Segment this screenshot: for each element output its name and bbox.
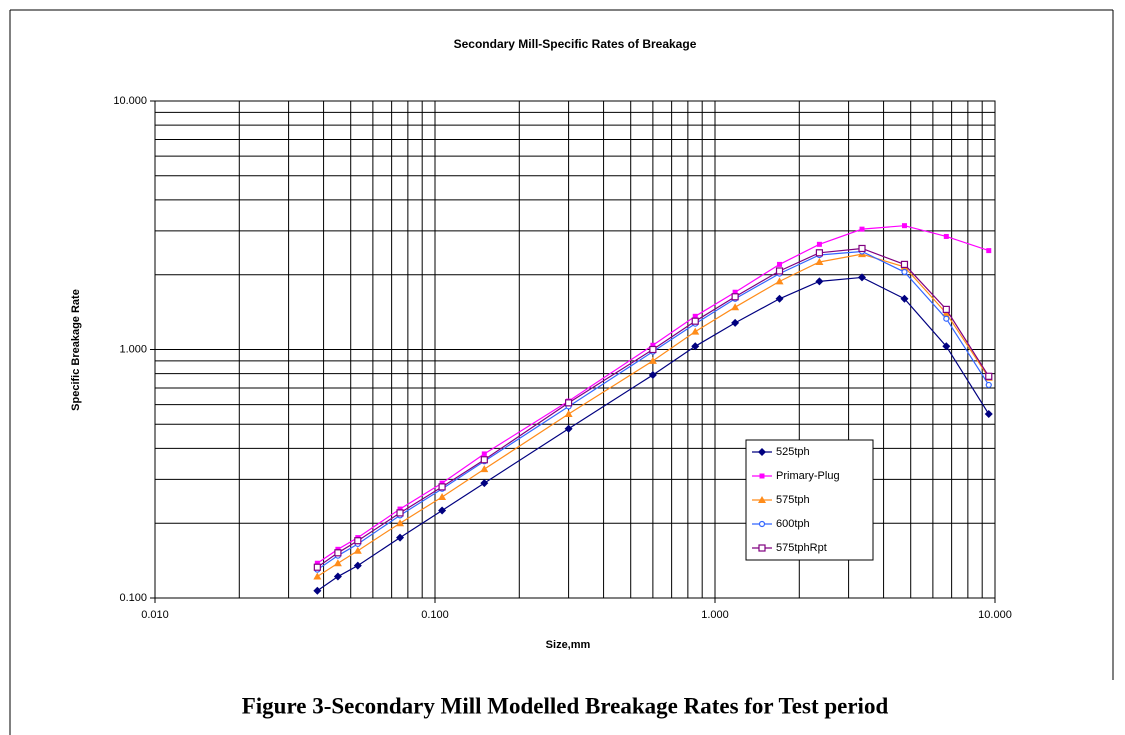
- marker: [775, 277, 784, 285]
- marker: [648, 356, 657, 364]
- marker: [397, 506, 403, 512]
- x-tick-label: 0.010: [141, 609, 169, 621]
- chart-title: Secondary Mill-Specific Rates of Breakag…: [454, 37, 697, 51]
- marker: [815, 277, 824, 286]
- legend-label: 525tph: [776, 446, 810, 458]
- marker: [313, 572, 322, 580]
- legend-label: 575tphRpt: [776, 542, 827, 554]
- marker: [731, 293, 739, 301]
- marker: [313, 586, 322, 595]
- marker: [480, 456, 488, 464]
- series-line: [317, 250, 990, 571]
- x-axis-label: Size,mm: [546, 639, 591, 651]
- marker: [859, 226, 865, 232]
- marker: [732, 289, 738, 295]
- marker: [816, 241, 822, 247]
- series-line: [316, 276, 990, 592]
- marker: [564, 424, 573, 433]
- plot-border: [154, 100, 996, 599]
- legend-label: 575tph: [776, 494, 810, 506]
- marker: [775, 294, 784, 303]
- marker: [943, 315, 950, 322]
- marker: [354, 537, 362, 545]
- marker: [334, 549, 342, 557]
- marker: [858, 273, 867, 282]
- marker: [691, 342, 700, 351]
- marker: [396, 519, 405, 527]
- series-line: [317, 253, 990, 578]
- marker: [901, 223, 907, 229]
- marker: [353, 546, 362, 554]
- marker: [758, 496, 766, 503]
- marker: [650, 342, 656, 348]
- marker: [731, 318, 740, 327]
- series-line: [317, 225, 989, 564]
- series-line: [316, 247, 990, 568]
- y-tick-label: 1.000: [119, 343, 147, 355]
- marker: [691, 327, 700, 335]
- marker: [353, 561, 362, 570]
- marker: [758, 520, 766, 528]
- marker: [815, 249, 824, 257]
- marker: [777, 261, 783, 267]
- marker: [815, 257, 824, 265]
- marker: [985, 372, 993, 380]
- marker: [943, 233, 949, 239]
- marker: [396, 533, 405, 542]
- marker: [692, 313, 698, 319]
- x-tick-label: 0.100: [421, 609, 449, 621]
- marker: [439, 480, 445, 486]
- marker: [942, 305, 950, 314]
- y-tick-label: 10.000: [113, 95, 147, 107]
- marker: [942, 342, 951, 351]
- marker: [396, 509, 404, 517]
- marker: [985, 381, 992, 389]
- marker: [731, 303, 740, 311]
- marker: [564, 399, 573, 407]
- legend-label: 600tph: [776, 518, 810, 530]
- marker: [649, 345, 657, 354]
- marker: [480, 465, 489, 473]
- marker: [438, 483, 446, 491]
- marker: [438, 506, 447, 515]
- marker: [759, 473, 765, 479]
- marker: [691, 317, 699, 325]
- marker: [481, 451, 487, 457]
- marker: [986, 248, 992, 254]
- x-tick-label: 10.000: [978, 609, 1012, 621]
- legend-label: Primary-Plug: [776, 470, 840, 482]
- marker: [480, 479, 489, 488]
- marker: [984, 410, 993, 419]
- marker: [900, 294, 909, 303]
- marker: [333, 559, 342, 567]
- marker: [858, 244, 866, 253]
- marker: [314, 560, 320, 566]
- marker: [758, 544, 766, 552]
- marker: [313, 563, 321, 571]
- x-tick-label: 1.000: [701, 609, 729, 621]
- marker: [333, 572, 342, 581]
- marker: [758, 448, 766, 456]
- marker: [775, 267, 784, 275]
- marker: [648, 370, 657, 379]
- caption: Figure 3-Secondary Mill Modelled Breakag…: [242, 693, 889, 718]
- marker: [564, 410, 573, 418]
- y-tick-label: 0.100: [119, 592, 147, 604]
- marker: [901, 268, 908, 276]
- marker: [438, 492, 447, 500]
- marker: [900, 260, 909, 269]
- y-axis-label: Specific Breakage Rate: [70, 289, 82, 411]
